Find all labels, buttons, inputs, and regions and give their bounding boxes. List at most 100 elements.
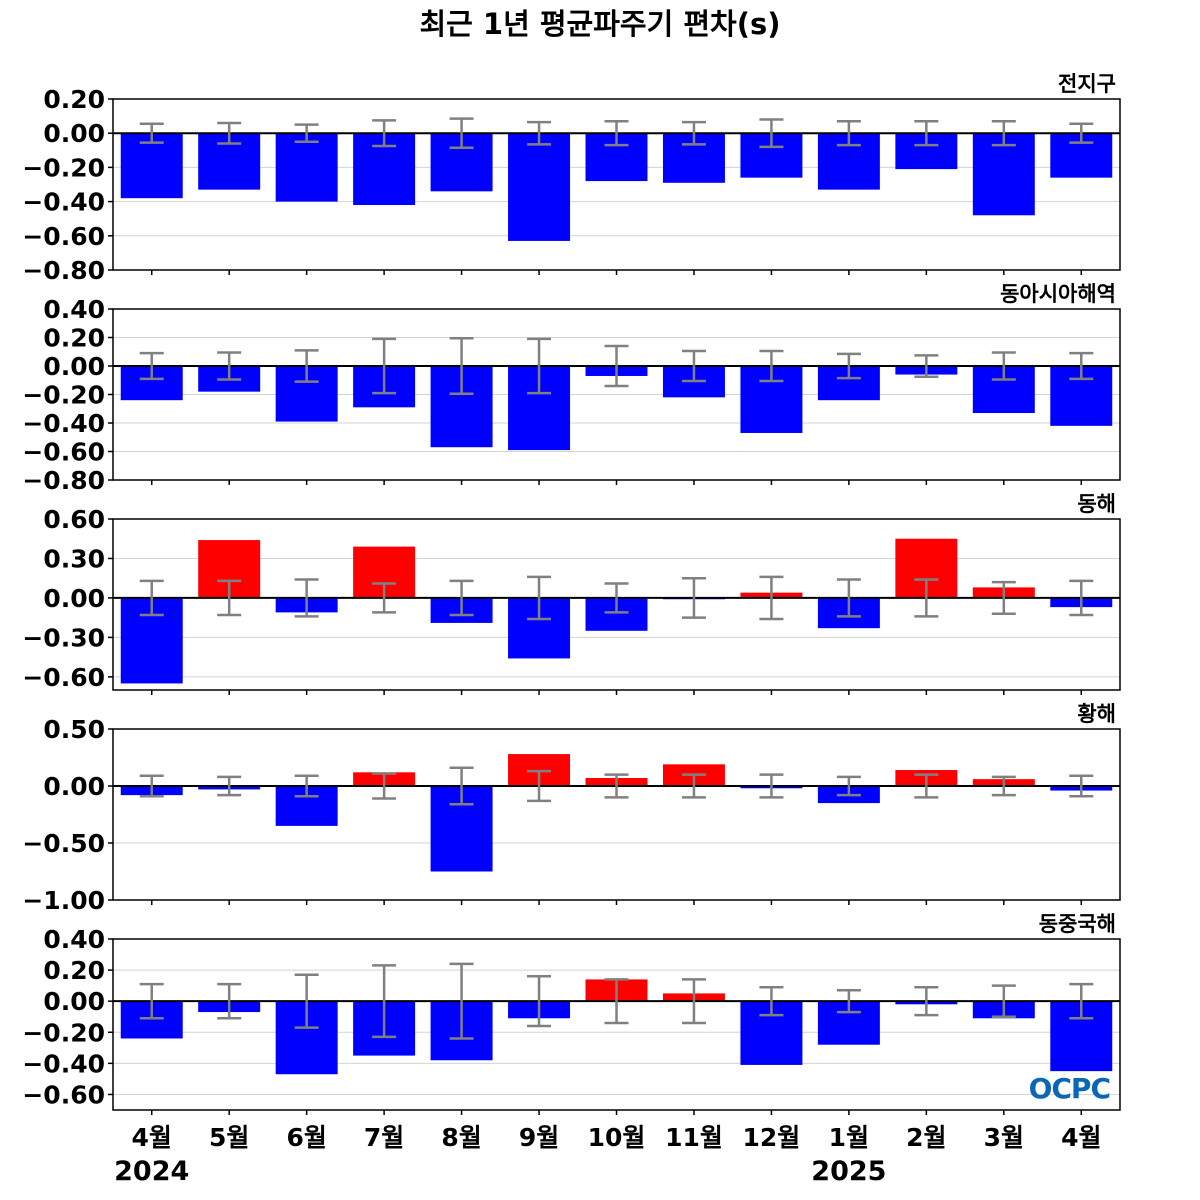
y-tick-label: 0.40 <box>43 295 105 324</box>
y-tick-label: 0.00 <box>43 584 105 613</box>
error-bar-13 <box>1069 579 1094 617</box>
error-bar-8 <box>681 349 706 383</box>
year-label: 2024 <box>114 1156 189 1187</box>
error-bar-4 <box>372 772 397 800</box>
ocpc-logo: OCPC <box>1029 1072 1111 1105</box>
error-bar-3 <box>294 973 319 1029</box>
month-label: 11월 <box>665 1123 723 1152</box>
error-bar-1 <box>139 351 164 381</box>
panel-frame <box>112 518 1121 691</box>
error-bar-12 <box>991 580 1016 615</box>
chart-title: 최근 1년 평균파주기 편차(s) <box>419 7 780 41</box>
y-tick-label: −0.80 <box>22 466 105 495</box>
region-label: 전지구 <box>1058 72 1116 96</box>
y-tick-label: 0.00 <box>43 352 105 381</box>
error-bar-12 <box>991 119 1016 147</box>
y-tick-label: −0.60 <box>22 222 105 251</box>
error-bar-8 <box>681 773 706 799</box>
y-tick-label: 0.20 <box>43 85 105 114</box>
error-bar-13 <box>1069 774 1094 798</box>
month-label: 9월 <box>519 1123 559 1152</box>
error-bar-12 <box>991 984 1016 1018</box>
month-label: 12월 <box>743 1123 801 1152</box>
month-label: 10월 <box>588 1123 646 1152</box>
y-tick-label: −1.00 <box>22 886 105 915</box>
panel-5: 0.400.200.00−0.20−0.40−0.60 동중국해 <box>22 912 1121 1115</box>
month-label: 6월 <box>286 1123 326 1152</box>
month-label: 7월 <box>364 1123 404 1152</box>
y-tick-label: −0.30 <box>22 623 105 652</box>
error-bar-4 <box>372 337 397 395</box>
error-bar-1 <box>139 982 164 1020</box>
y-tick-label: 0.60 <box>43 505 105 534</box>
ocpc-logo-text: OCPC <box>1029 1072 1110 1105</box>
error-bar-13 <box>1069 122 1094 144</box>
error-bar-2 <box>217 775 242 797</box>
error-bar-2 <box>217 121 242 145</box>
error-bar-3 <box>294 774 319 798</box>
y-tick-label: 0.20 <box>43 324 105 353</box>
error-bar-1 <box>139 122 164 144</box>
x-axis-labels: 4월 5월 6월 7월 8월 9월 10월 11월 12월 1월 2월 3월 4월 2024 2025 <box>114 1123 1101 1187</box>
error-bar-12 <box>991 351 1016 381</box>
error-bar-5 <box>449 117 474 149</box>
error-bar-12 <box>991 775 1016 797</box>
error-bar-6 <box>527 575 552 621</box>
panel-2: 0.400.200.00−0.20−0.40−0.60−0.80 동아시아해역 <box>22 282 1121 495</box>
error-bar-3 <box>294 578 319 618</box>
y-tick-label: 0.00 <box>43 987 105 1016</box>
error-bar-4 <box>372 964 397 1039</box>
y-tick-label: −0.20 <box>22 381 105 410</box>
y-tick-label: −0.60 <box>22 438 105 467</box>
chart-panels: 0.200.00−0.20−0.40−0.60−0.80전지구0.400.200… <box>22 72 1121 1115</box>
error-bar-2 <box>217 351 242 381</box>
error-bar-10 <box>836 775 861 797</box>
error-bar-7 <box>604 582 629 614</box>
error-bar-9 <box>759 349 784 383</box>
panel-1: 0.20 0.00 −0.20 −0.40 −0.60 −0.80 전지구 <box>22 72 1121 285</box>
error-bar-9 <box>759 118 784 149</box>
y-tick-label: 0.50 <box>43 715 105 744</box>
error-bar-11 <box>914 578 939 618</box>
month-label: 5월 <box>209 1123 249 1152</box>
month-label: 4월 <box>132 1123 172 1152</box>
y-tick-label: −0.50 <box>22 829 105 858</box>
error-bar-13 <box>1069 982 1094 1020</box>
error-bar-6 <box>527 120 552 146</box>
y-tick-label: 0.00 <box>43 772 105 801</box>
y-tick-label: 0.30 <box>43 544 105 573</box>
panel-frame <box>112 98 1121 271</box>
y-tick-label: −0.80 <box>22 256 105 285</box>
region-label: 동중국해 <box>1039 912 1116 936</box>
y-tick-label: −0.20 <box>22 1018 105 1047</box>
error-bar-1 <box>139 579 164 617</box>
bar-6 <box>508 133 571 241</box>
error-bar-6 <box>527 769 552 803</box>
region-label: 동아시아해역 <box>1000 282 1116 306</box>
error-bar-11 <box>914 119 939 147</box>
error-bar-8 <box>681 576 706 619</box>
y-tick-label: −0.60 <box>22 1080 105 1109</box>
error-bar-5 <box>449 336 474 396</box>
y-tick-label: −0.40 <box>22 1049 105 1078</box>
y-tick-label: −0.60 <box>22 663 105 692</box>
panel-4: 0.50 0.00 −0.50 −1.00 황해 <box>22 702 1121 915</box>
error-bar-11 <box>914 354 939 378</box>
bar-12 <box>972 133 1035 216</box>
error-bar-8 <box>681 120 706 146</box>
error-bar-2 <box>217 579 242 617</box>
panel-frame <box>112 728 1121 901</box>
y-tick-label: −0.40 <box>22 409 105 438</box>
month-label: 2월 <box>906 1123 946 1152</box>
error-bar-7 <box>604 119 629 147</box>
error-bar-4 <box>372 119 397 148</box>
error-bar-10 <box>836 578 861 618</box>
error-bar-4 <box>372 582 397 614</box>
error-bar-9 <box>759 773 784 799</box>
error-bar-7 <box>604 344 629 388</box>
error-bar-1 <box>139 774 164 798</box>
error-bar-10 <box>836 989 861 1014</box>
error-bar-3 <box>294 123 319 143</box>
error-bar-9 <box>759 575 784 621</box>
month-label: 4월 <box>1061 1123 1101 1152</box>
